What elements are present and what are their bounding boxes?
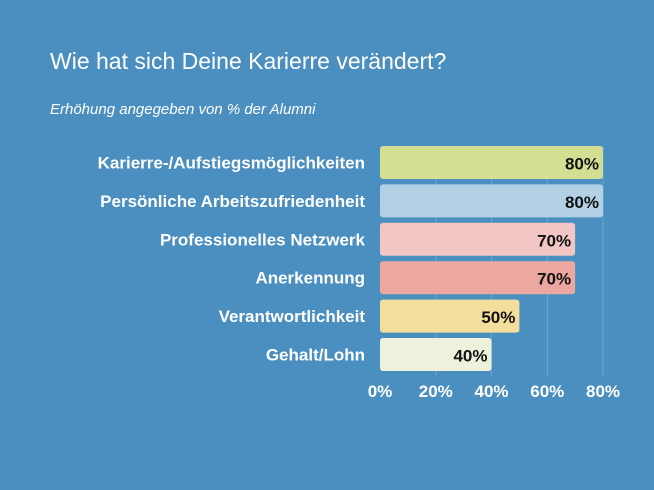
x-tick-label: 20%	[419, 382, 453, 401]
value-label: 80%	[565, 155, 599, 174]
value-label: 70%	[537, 231, 571, 250]
value-labels: 80% 80% 70% 70% 50% 40%	[453, 155, 599, 366]
bar	[380, 222, 576, 256]
category-label: Anerkennung	[255, 269, 365, 288]
value-label: 50%	[481, 308, 515, 327]
category-label: Verantwortlichkeit	[219, 307, 366, 326]
x-axis-ticks: 0% 20% 40% 60% 80%	[368, 382, 620, 401]
bar	[380, 299, 520, 333]
bar	[380, 261, 576, 295]
chart-subtitle: Erhöhung angegeben von % der Alumni	[50, 101, 316, 118]
x-tick-label: 40%	[474, 382, 508, 401]
value-label: 80%	[565, 193, 599, 212]
chart-title: Wie hat sich Deine Karierre verändert?	[50, 48, 447, 74]
x-tick-label: 0%	[368, 382, 393, 401]
category-labels: Karierre-/Aufstiegsmöglichkeiten Persönli…	[98, 154, 366, 365]
x-tick-label: 60%	[530, 382, 564, 401]
bars	[380, 146, 603, 371]
value-label: 70%	[537, 270, 571, 289]
bar	[380, 184, 603, 218]
category-label: Karierre-/Aufstiegsmöglichkeiten	[98, 154, 365, 173]
bar	[380, 338, 492, 371]
category-label: Gehalt/Lohn	[266, 346, 365, 365]
category-label: Persönliche Arbeitszufriedenheit	[100, 192, 365, 211]
category-label: Professionelles Netzwerk	[160, 230, 366, 249]
bar	[380, 146, 603, 179]
x-tick-label: 80%	[586, 382, 620, 401]
value-label: 40%	[453, 347, 487, 366]
